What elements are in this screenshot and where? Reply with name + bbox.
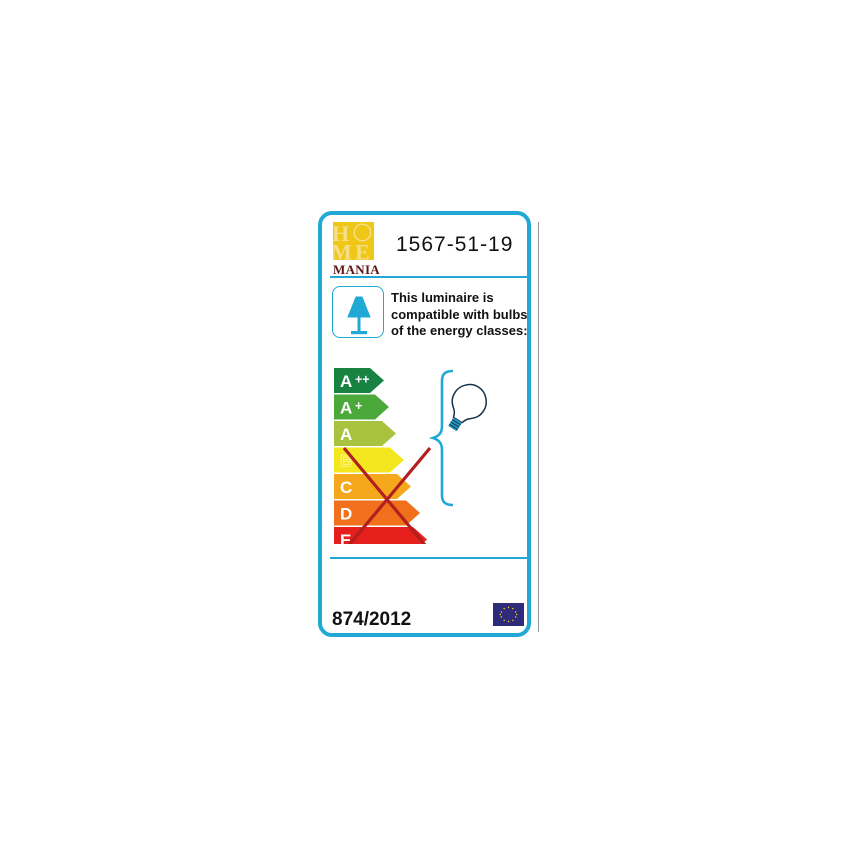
svg-text:D: D <box>340 505 352 524</box>
svg-text:A: A <box>340 399 352 418</box>
svg-text:++: ++ <box>355 373 370 387</box>
svg-text:C: C <box>340 478 352 497</box>
svg-text:A: A <box>340 425 352 444</box>
svg-text:+: + <box>355 399 362 413</box>
svg-text:M: M <box>333 240 352 261</box>
svg-text:A: A <box>340 372 352 391</box>
svg-text:E: E <box>355 240 370 261</box>
